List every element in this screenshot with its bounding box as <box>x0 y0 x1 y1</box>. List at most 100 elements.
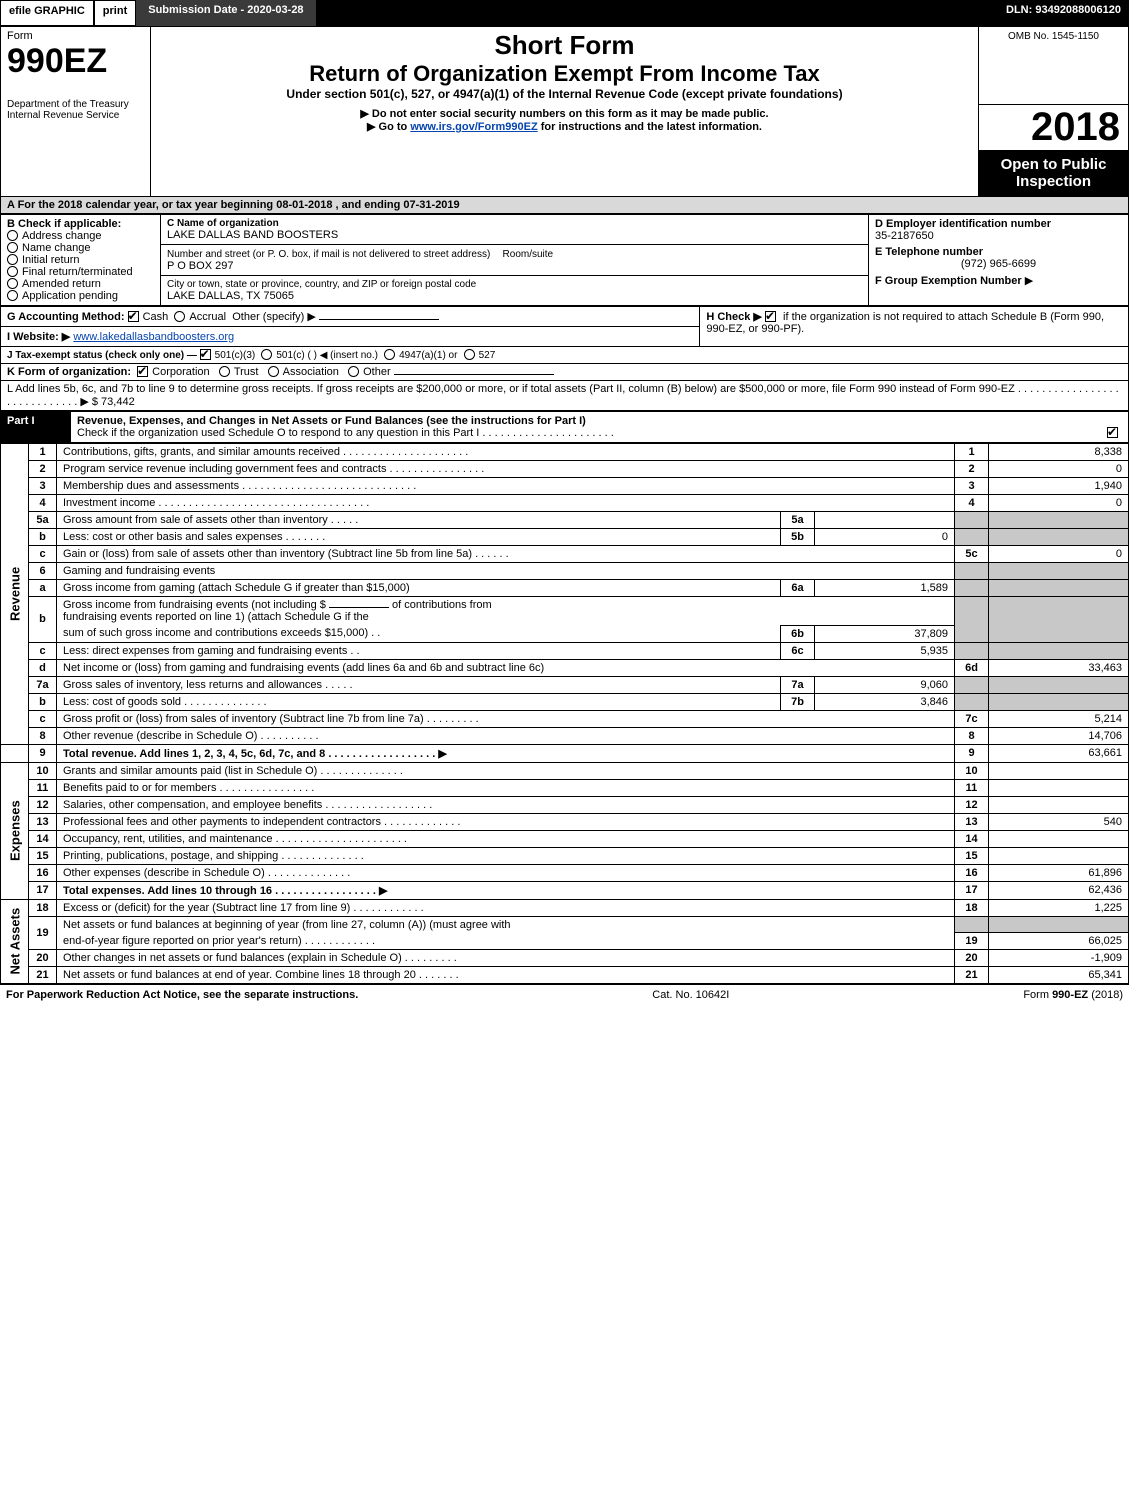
l9-amt: 63,661 <box>989 744 1129 762</box>
l7c-amt: 5,214 <box>989 710 1129 727</box>
chk-trust[interactable] <box>219 366 230 377</box>
l1-desc: Contributions, gifts, grants, and simila… <box>57 443 955 460</box>
lines-g-h: G Accounting Method: Cash Accrual Other … <box>0 306 1129 347</box>
l7c-desc: Gross profit or (loss) from sales of inv… <box>57 710 955 727</box>
l3-rn: 3 <box>955 477 989 494</box>
section-expenses-label: Expenses <box>1 762 29 899</box>
l8-amt: 14,706 <box>989 727 1129 744</box>
l19-rn: 19 <box>955 933 989 950</box>
l12-num: 12 <box>29 796 57 813</box>
l18-rn: 18 <box>955 899 989 916</box>
l6b-subamt: 37,809 <box>815 625 955 642</box>
form-header: Form 990EZ Department of the Treasury In… <box>0 26 1129 197</box>
l4-amt: 0 <box>989 494 1129 511</box>
chk-name-change[interactable]: Name change <box>7 242 154 254</box>
l3-num: 3 <box>29 477 57 494</box>
chk-final-return-label: Final return/terminated <box>22 266 133 278</box>
chk-schedule-b[interactable] <box>765 311 776 322</box>
l12-amt <box>989 796 1129 813</box>
l19-desc2: end-of-year figure reported on prior yea… <box>57 933 955 950</box>
chk-other-org[interactable] <box>348 366 359 377</box>
irs-label: Internal Revenue Service <box>7 110 144 121</box>
l5b-subamt: 0 <box>815 528 955 545</box>
chk-501c3[interactable] <box>200 349 211 360</box>
chk-amended-return-label: Amended return <box>22 278 101 290</box>
chk-application-pending[interactable]: Application pending <box>7 290 154 302</box>
chk-527[interactable] <box>464 349 475 360</box>
chk-initial-return[interactable]: Initial return <box>7 254 154 266</box>
l17-desc: Total expenses. Add lines 10 through 16 … <box>57 881 955 899</box>
chk-assoc[interactable] <box>268 366 279 377</box>
l19-shade1 <box>955 916 989 933</box>
chk-name-change-label: Name change <box>22 242 91 254</box>
website-link[interactable]: www.lakedallasbandboosters.org <box>73 331 234 343</box>
entity-info-block: B Check if applicable: Address change Na… <box>0 214 1129 306</box>
l13-amt: 540 <box>989 813 1129 830</box>
l12-desc: Salaries, other compensation, and employ… <box>57 796 955 813</box>
line-j: J Tax-exempt status (check only one) — 5… <box>0 347 1129 364</box>
l6b-sub: 6b <box>781 625 815 642</box>
line-k-label: K Form of organization: <box>7 366 131 378</box>
l9-rn: 9 <box>955 744 989 762</box>
chk-4947[interactable] <box>384 349 395 360</box>
street-value: P O BOX 297 <box>167 260 862 272</box>
l20-num: 20 <box>29 950 57 967</box>
l11-num: 11 <box>29 779 57 796</box>
l17-rn: 17 <box>955 881 989 899</box>
chk-final-return[interactable]: Final return/terminated <box>7 266 154 278</box>
top-bar: efile GRAPHIC print Submission Date - 20… <box>0 0 1129 26</box>
box-b-label: B Check if applicable: <box>7 218 154 230</box>
l20-amt: -1,909 <box>989 950 1129 967</box>
l6-shade2 <box>989 562 1129 579</box>
line-l-text: L Add lines 5b, 6c, and 7b to line 9 to … <box>7 383 1119 408</box>
accrual-label: Accrual <box>189 311 226 323</box>
opt-501c3: 501(c)(3) <box>215 350 256 361</box>
l6d-rn: 6d <box>955 659 989 676</box>
l5c-amt: 0 <box>989 545 1129 562</box>
l5b-num: b <box>29 528 57 545</box>
l16-num: 16 <box>29 864 57 881</box>
instructions-link-line: ▶ Go to www.irs.gov/Form990EZ for instru… <box>157 120 972 133</box>
chk-corp[interactable] <box>137 366 148 377</box>
l21-amt: 65,341 <box>989 967 1129 984</box>
opt-527: 527 <box>479 350 496 361</box>
footer-mid: Cat. No. 10642I <box>652 989 729 1001</box>
chk-cash[interactable] <box>128 311 139 322</box>
print-button[interactable]: print <box>94 0 136 26</box>
l21-rn: 21 <box>955 967 989 984</box>
l21-num: 21 <box>29 967 57 984</box>
line-k: K Form of organization: Corporation Trus… <box>0 364 1129 381</box>
instructions-link[interactable]: www.irs.gov/Form990EZ <box>410 121 537 133</box>
chk-schedule-o-part1[interactable] <box>1107 427 1118 438</box>
l10-desc: Grants and similar amounts paid (list in… <box>57 762 955 779</box>
l21-desc: Net assets or fund balances at end of ye… <box>57 967 955 984</box>
l18-desc: Excess or (deficit) for the year (Subtra… <box>57 899 955 916</box>
l16-rn: 16 <box>955 864 989 881</box>
l9-num: 9 <box>29 744 57 762</box>
other-org-input[interactable] <box>394 374 554 375</box>
opt-501c: 501(c) ( ) ◀ (insert no.) <box>276 350 378 361</box>
l6a-num: a <box>29 579 57 596</box>
opt-corp: Corporation <box>152 366 209 378</box>
l2-desc: Program service revenue including govern… <box>57 460 955 477</box>
l5c-rn: 5c <box>955 545 989 562</box>
chk-501c[interactable] <box>261 349 272 360</box>
l5a-shade2 <box>989 511 1129 528</box>
l7a-shade1 <box>955 676 989 693</box>
chk-accrual[interactable] <box>174 311 185 322</box>
l19-amt: 66,025 <box>989 933 1129 950</box>
chk-amended-return[interactable]: Amended return <box>7 278 154 290</box>
other-specify-input[interactable] <box>319 319 439 320</box>
l10-amt <box>989 762 1129 779</box>
l5a-desc: Gross amount from sale of assets other t… <box>57 511 781 528</box>
l6-desc: Gaming and fundraising events <box>57 562 955 579</box>
chk-address-change[interactable]: Address change <box>7 230 154 242</box>
l7b-sub: 7b <box>781 693 815 710</box>
section-netassets-label: Net Assets <box>1 899 29 984</box>
l5b-shade2 <box>989 528 1129 545</box>
l6b-blank[interactable] <box>329 607 389 608</box>
l4-rn: 4 <box>955 494 989 511</box>
phone-value: (972) 965-6699 <box>875 258 1122 270</box>
dln-prefix: DLN: <box>1006 4 1035 16</box>
box-e-label: E Telephone number <box>875 246 1122 258</box>
